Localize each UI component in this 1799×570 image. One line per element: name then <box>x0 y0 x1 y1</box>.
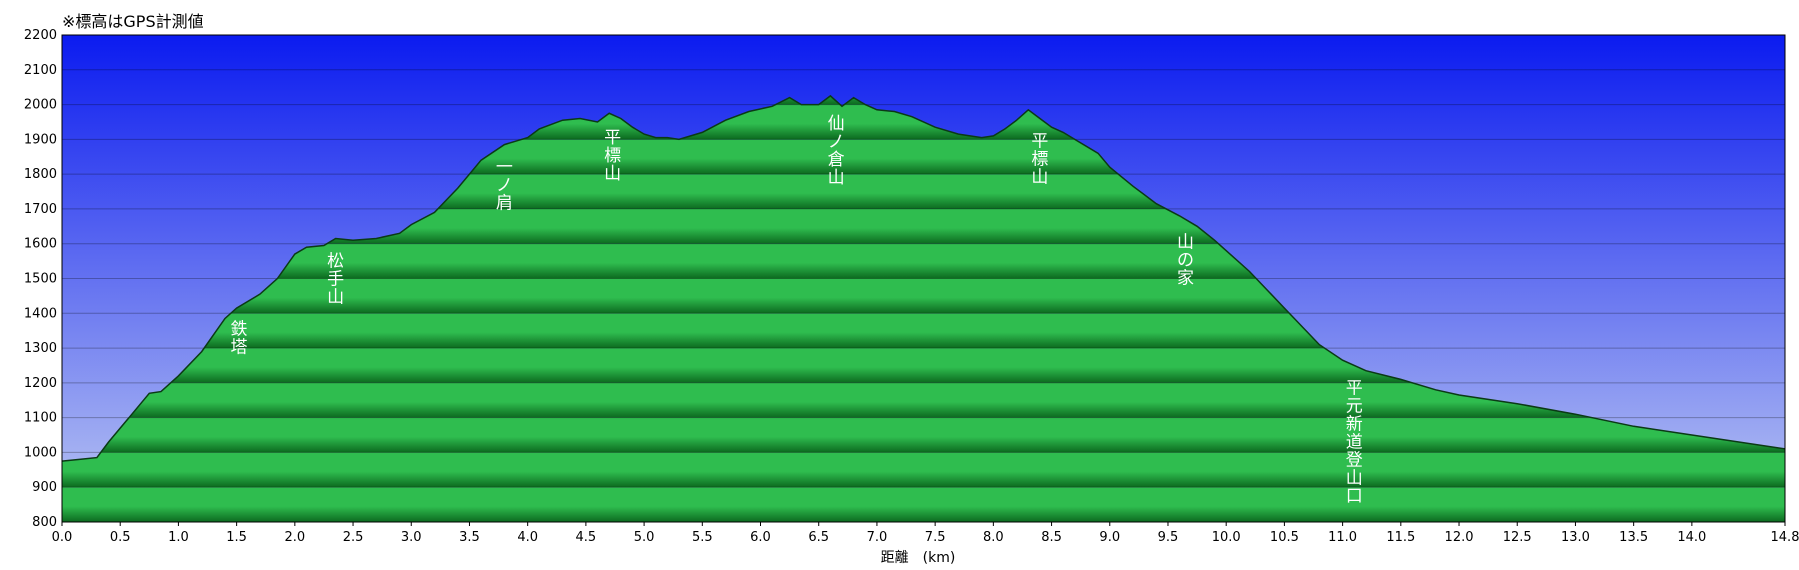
x-tick-label: 2.0 <box>284 530 305 545</box>
waypoint-label: 平元新道登山口 <box>1346 378 1363 506</box>
x-tick-label: 1.5 <box>226 530 247 545</box>
x-tick-label: 4.0 <box>517 530 538 545</box>
y-tick-label: 1300 <box>24 341 57 356</box>
x-tick-label: 14.0 <box>1677 530 1706 545</box>
terrain-band <box>62 487 1785 522</box>
x-tick-label: 3.5 <box>459 530 480 545</box>
x-tick-label: 4.5 <box>576 530 597 545</box>
x-tick-label: 3.0 <box>401 530 422 545</box>
terrain-band <box>62 452 1785 488</box>
x-tick-label: 13.5 <box>1619 530 1648 545</box>
x-tick-label: 14.8 <box>1771 530 1799 545</box>
elevation-line <box>61 94 1786 462</box>
x-tick-label: 12.0 <box>1445 530 1474 545</box>
y-tick-label: 900 <box>32 480 57 495</box>
waypoint-label: 一ノ肩 <box>496 158 513 214</box>
x-tick-label: 9.0 <box>1099 530 1120 545</box>
y-tick-label: 2100 <box>24 63 57 78</box>
waypoint-label: 松手山 <box>327 251 344 307</box>
x-tick-label: 2.5 <box>343 530 364 545</box>
gridlines <box>62 69 1785 488</box>
x-tick-label: 11.5 <box>1386 530 1415 545</box>
x-tick-label: 5.5 <box>692 530 713 545</box>
elevation-note: ※標高はGPS計測値 <box>62 12 204 31</box>
y-axis: 800 900 1000 1100 1200 1300 1400 1500 1600 1700 18… <box>24 28 57 530</box>
y-tick-label: 1000 <box>24 445 57 460</box>
x-tick-label: 1.0 <box>168 530 189 545</box>
x-tick-label: 0.0 <box>52 530 73 545</box>
waypoint-label: 仙ノ倉山 <box>828 114 845 188</box>
x-axis: 0.0 0.5 1.0 1.5 2.0 2.5 3.0 3.5 4.0 4.5 5.0 5.5 6.0 6… <box>52 522 1799 545</box>
y-tick-label: 800 <box>32 515 57 530</box>
x-tick-label: 11.0 <box>1328 530 1357 545</box>
x-tick-label: 0.5 <box>110 530 131 545</box>
x-tick-label: 6.5 <box>808 530 829 545</box>
y-tick-label: 1600 <box>24 237 57 252</box>
x-tick-label: 12.5 <box>1503 530 1532 545</box>
waypoint-label: 鉄塔 <box>230 320 247 358</box>
waypoint-label: 平標山 <box>1031 131 1048 187</box>
x-tick-label: 13.0 <box>1561 530 1590 545</box>
x-tick-label: 9.5 <box>1158 530 1179 545</box>
x-tick-label: 10.5 <box>1270 530 1299 545</box>
terrain-band <box>62 417 1785 453</box>
y-tick-label: 2000 <box>24 98 57 113</box>
y-tick-label: 1100 <box>24 411 57 426</box>
plot-frame <box>61 34 1786 523</box>
x-tick-label: 6.0 <box>750 530 771 545</box>
y-tick-label: 2200 <box>24 28 57 43</box>
x-tick-label: 5.0 <box>634 530 655 545</box>
x-tick-label: 8.0 <box>983 530 1004 545</box>
x-axis-label: 距離 (km) <box>881 549 956 566</box>
y-tick-label: 1400 <box>24 306 57 321</box>
y-tick-label: 1700 <box>24 202 57 217</box>
x-tick-label: 10.0 <box>1212 530 1241 545</box>
x-tick-label: 7.0 <box>867 530 888 545</box>
y-tick-label: 1200 <box>24 376 57 391</box>
y-tick-label: 1900 <box>24 132 57 147</box>
y-tick-label: 1800 <box>24 167 57 182</box>
x-tick-label: 7.5 <box>925 530 946 545</box>
x-tick-label: 8.5 <box>1041 530 1062 545</box>
waypoint-label: 山の家 <box>1177 232 1194 288</box>
y-tick-label: 1500 <box>24 272 57 287</box>
waypoint-label: 平標山 <box>604 128 621 184</box>
